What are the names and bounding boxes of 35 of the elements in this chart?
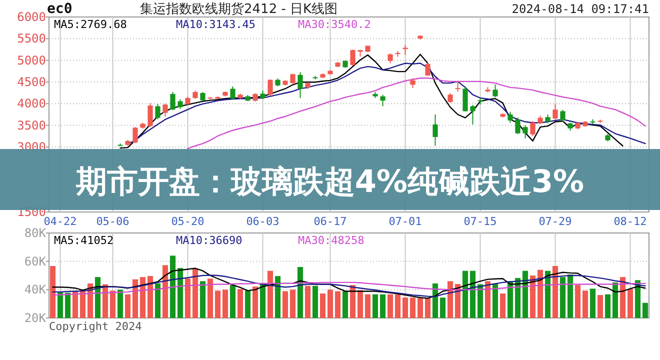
text: MA10:3143.45 bbox=[176, 18, 256, 31]
y-tick-label: 6000 bbox=[17, 10, 46, 24]
x-tick-label: 04-22 bbox=[44, 215, 77, 228]
line-series bbox=[52, 274, 646, 298]
text: 期市开盘：玻璃跌超4%纯碱跌近3% bbox=[74, 164, 584, 200]
chart-title: 集运指数欧线期货2412 - 日K线图 bbox=[140, 2, 338, 17]
line-series bbox=[52, 282, 646, 296]
x-tick-label: 07-01 bbox=[388, 215, 422, 228]
x-tick-label: 07-15 bbox=[464, 215, 497, 228]
annotation: ec0 bbox=[47, 1, 72, 17]
y-tick-label: 60K bbox=[24, 254, 47, 268]
text: MA30:3540.2 bbox=[298, 18, 371, 31]
x-tick-label: 05-06 bbox=[96, 215, 130, 228]
x-tick-label: 07-29 bbox=[538, 215, 572, 228]
y-tick-label: 5000 bbox=[17, 53, 46, 68]
y-tick-label: 4000 bbox=[17, 96, 46, 111]
text: MA5:41052 bbox=[54, 234, 114, 247]
x-tick-label: 06-03 bbox=[246, 215, 280, 228]
y-tick-label: 5500 bbox=[17, 32, 46, 46]
text: MA5:2769.68 bbox=[54, 18, 127, 31]
line-series bbox=[52, 268, 646, 299]
text: MA10:36690 bbox=[176, 234, 242, 247]
y-tick-label: 20K bbox=[24, 311, 47, 325]
line-series bbox=[120, 54, 624, 149]
y-tick-label: 4500 bbox=[17, 75, 46, 89]
text: MA30:48258 bbox=[298, 234, 364, 247]
y-tick-label: 40K bbox=[24, 282, 47, 297]
x-tick-label: 05-20 bbox=[171, 215, 204, 228]
text: 2024-08-14 09:17:41 bbox=[512, 2, 649, 16]
x-tick-label: 06-17 bbox=[314, 215, 347, 228]
y-tick-label: 3500 bbox=[17, 118, 46, 132]
line-series bbox=[187, 78, 646, 150]
x-tick-label: 08-12 bbox=[614, 215, 647, 228]
y-tick-label: 80K bbox=[24, 226, 47, 240]
text: Copyright 2024 bbox=[49, 320, 142, 333]
